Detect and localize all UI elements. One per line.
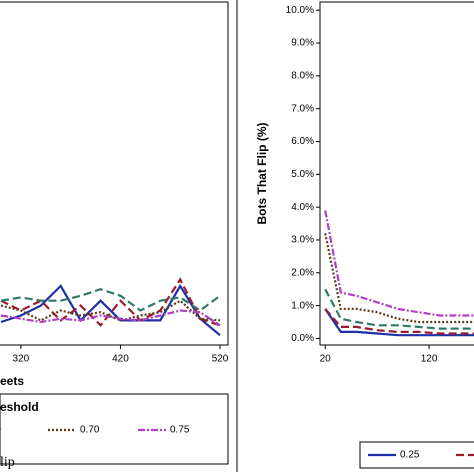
series-line — [0, 283, 221, 337]
y-axis-label: Bots That Flip (%) — [255, 123, 269, 225]
series-line — [0, 288, 221, 312]
y-tick-label: 8.0% — [291, 70, 314, 81]
y-tick-label: 10.0% — [286, 5, 314, 16]
series-line — [0, 277, 221, 327]
legend-title: eshold — [0, 400, 39, 414]
x-tick-label: 320 — [13, 354, 30, 365]
series-line — [324, 288, 474, 330]
y-tick-label: 7.0% — [291, 103, 314, 114]
legend-label: 0.70 — [80, 425, 100, 436]
plot-frame — [0, 1, 229, 346]
series-line — [324, 308, 474, 337]
y-tick-label: 0.0% — [291, 333, 314, 344]
series-line — [0, 299, 221, 322]
plot-frame — [319, 1, 474, 346]
x-axis-label: eets — [0, 374, 24, 388]
x-tick-label: 120 — [421, 354, 438, 365]
series-line — [324, 308, 474, 335]
y-tick-label: 5.0% — [291, 169, 314, 180]
x-tick-label: 20 — [320, 354, 332, 365]
series-line — [324, 210, 474, 317]
y-tick-label: 9.0% — [291, 38, 314, 49]
legend-label: 50 — [0, 425, 2, 436]
y-tick-label: 6.0% — [291, 136, 314, 147]
x-tick-label: 420 — [112, 354, 129, 365]
x-tick-label: 520 — [212, 354, 229, 365]
caption: lip — [0, 455, 15, 470]
legend-box — [359, 441, 474, 469]
y-tick-label: 3.0% — [291, 235, 314, 246]
y-tick-label: 4.0% — [291, 202, 314, 213]
legend-label: 0.75 — [170, 425, 190, 436]
series-line — [0, 309, 221, 327]
y-tick-label: 1.0% — [291, 300, 314, 311]
y-tick-label: 2.0% — [291, 267, 314, 278]
legend-label: 0.25 — [400, 450, 420, 461]
legend-box — [0, 393, 229, 465]
